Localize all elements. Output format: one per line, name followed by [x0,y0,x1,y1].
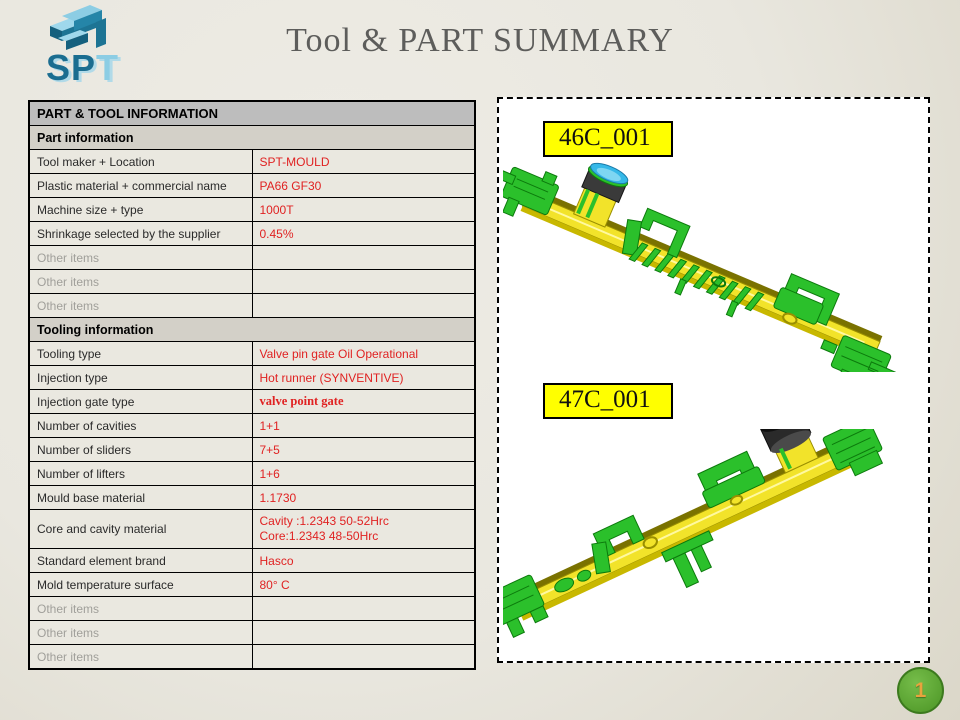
table-row-empty: Other items [28,293,476,318]
section-label: Part information [28,125,476,150]
table-row: Plastic material + commercial name PA66 … [28,173,476,198]
row-label: Other items [28,644,253,670]
row-value: 7+5 [251,437,476,462]
row-value: 1.1730 [251,485,476,510]
row-label: Plastic material + commercial name [28,173,253,198]
table-row-empty: Other items [28,245,476,270]
row-label: Core and cavity material [28,509,253,549]
section-row-part-information: Part information [28,125,476,150]
table-row-empty: Other items [28,644,476,670]
row-value: 1000T [251,197,476,222]
row-value: SPT-MOULD [251,149,476,174]
table-row: Shrinkage selected by the supplier 0.45% [28,221,476,246]
row-label: Injection type [28,365,253,390]
page-number-badge: 1 [897,667,944,714]
row-value: 0.45% [251,221,476,246]
row-value-line1: Cavity :1.2343 50-52Hrc [259,514,389,528]
table-row: Injection type Hot runner (SYNVENTIVE) [28,365,476,390]
svg-text:SPT: SPT [49,49,122,90]
table-row: Tooling type Valve pin gate Oil Operatio… [28,341,476,366]
table-header-row: PART & TOOL INFORMATION [28,100,476,126]
row-value: valve point gate [251,389,476,414]
row-value: Valve pin gate Oil Operational [251,341,476,366]
table-row-empty: Other items [28,620,476,645]
row-label: Other items [28,245,253,270]
row-value [251,245,476,270]
row-label: Mold temperature surface [28,572,253,597]
part-images-panel: 46C_001 [497,97,930,663]
row-label: Shrinkage selected by the supplier [28,221,253,246]
row-value: PA66 GF30 [251,173,476,198]
row-value: 80° C [251,572,476,597]
row-value [251,293,476,318]
row-label: Other items [28,269,253,294]
row-label: Number of lifters [28,461,253,486]
table-row: Injection gate type valve point gate [28,389,476,414]
spt-logo-mark [50,5,106,50]
row-label: Tooling type [28,341,253,366]
row-label: Machine size + type [28,197,253,222]
row-value: 1+6 [251,461,476,486]
row-label: Tool maker + Location [28,149,253,174]
row-label: Mould base material [28,485,253,510]
row-value-line2: Core:1.2343 48-50Hrc [259,529,379,543]
row-value [251,620,476,645]
table-row: Tool maker + Location SPT-MOULD [28,149,476,174]
spt-logo: SPT SPT [46,5,122,90]
row-value [251,644,476,670]
table-row: Machine size + type 1000T [28,197,476,222]
table-row: Standard element brand Hasco [28,548,476,573]
table-header-label: PART & TOOL INFORMATION [28,100,476,126]
part-tool-info-table: PART & TOOL INFORMATION Part information… [28,100,476,670]
row-value: 1+1 [251,413,476,438]
table-row: Mold temperature surface 80° C [28,572,476,597]
spt-logo-text-part: SP [46,47,96,88]
row-value [251,269,476,294]
row-label: Number of sliders [28,437,253,462]
page-title: Tool & PART SUMMARY [286,22,674,59]
row-label: Injection gate type [28,389,253,414]
part-label-47c-001: 47C_001 [543,383,673,419]
section-row-tooling-information: Tooling information [28,317,476,342]
part-label-46c-001: 46C_001 [543,121,673,157]
table-row: Number of sliders 7+5 [28,437,476,462]
row-value [251,596,476,621]
cad-model-46c-001 [503,162,896,372]
table-row-empty: Other items [28,269,476,294]
row-label: Other items [28,620,253,645]
row-value: Hasco [251,548,476,573]
svg-text:SPT: SPT [46,47,119,88]
cad-model-47c-001 [503,429,884,638]
row-label: Other items [28,596,253,621]
section-label: Tooling information [28,317,476,342]
table-row: Mould base material 1.1730 [28,485,476,510]
row-value: Hot runner (SYNVENTIVE) [251,365,476,390]
table-row-empty: Other items [28,596,476,621]
table-row: Core and cavity material Cavity :1.2343 … [28,509,476,549]
row-label: Standard element brand [28,548,253,573]
row-label: Other items [28,293,253,318]
table-row: Number of cavities 1+1 [28,413,476,438]
row-label: Number of cavities [28,413,253,438]
table-row: Number of lifters 1+6 [28,461,476,486]
row-value: Cavity :1.2343 50-52Hrc Core:1.2343 48-5… [251,509,476,549]
